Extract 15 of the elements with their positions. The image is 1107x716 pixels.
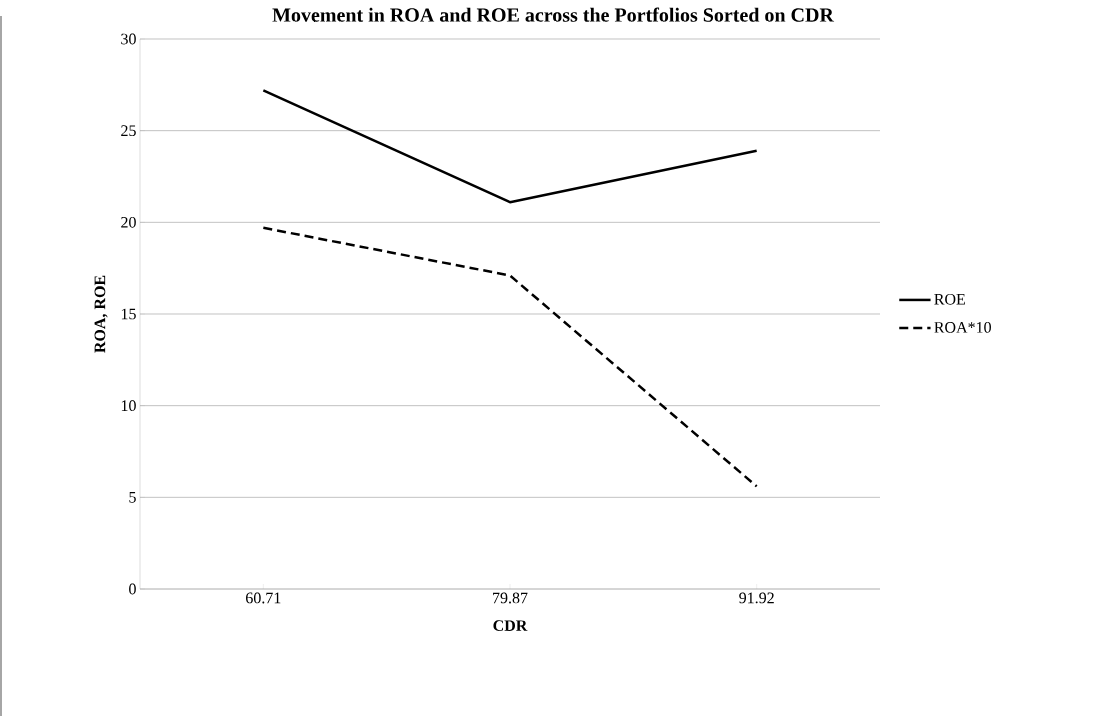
legend-label: ROE: [934, 293, 965, 305]
x-axis-title: CDR: [493, 620, 528, 632]
y-tick-label: 25: [121, 125, 136, 137]
x-tick-label: 79.87: [493, 592, 528, 604]
y-tick-label: 10: [121, 400, 136, 412]
x-tick-label: 60.71: [246, 592, 281, 604]
x-tick-label: 91.92: [739, 592, 774, 604]
y-axis-title: ROA, ROE: [94, 275, 108, 353]
y-tick-label: 15: [121, 308, 136, 320]
y-tick-label: 30: [121, 33, 136, 45]
chart-title: Movement in ROA and ROE across the Portfolios Sorted on CDR: [272, 7, 835, 22]
legend-label: ROA*10: [934, 321, 991, 333]
y-tick-label: 0: [129, 583, 136, 595]
y-tick-label: 20: [121, 216, 136, 228]
y-tick-label: 5: [129, 492, 136, 503]
